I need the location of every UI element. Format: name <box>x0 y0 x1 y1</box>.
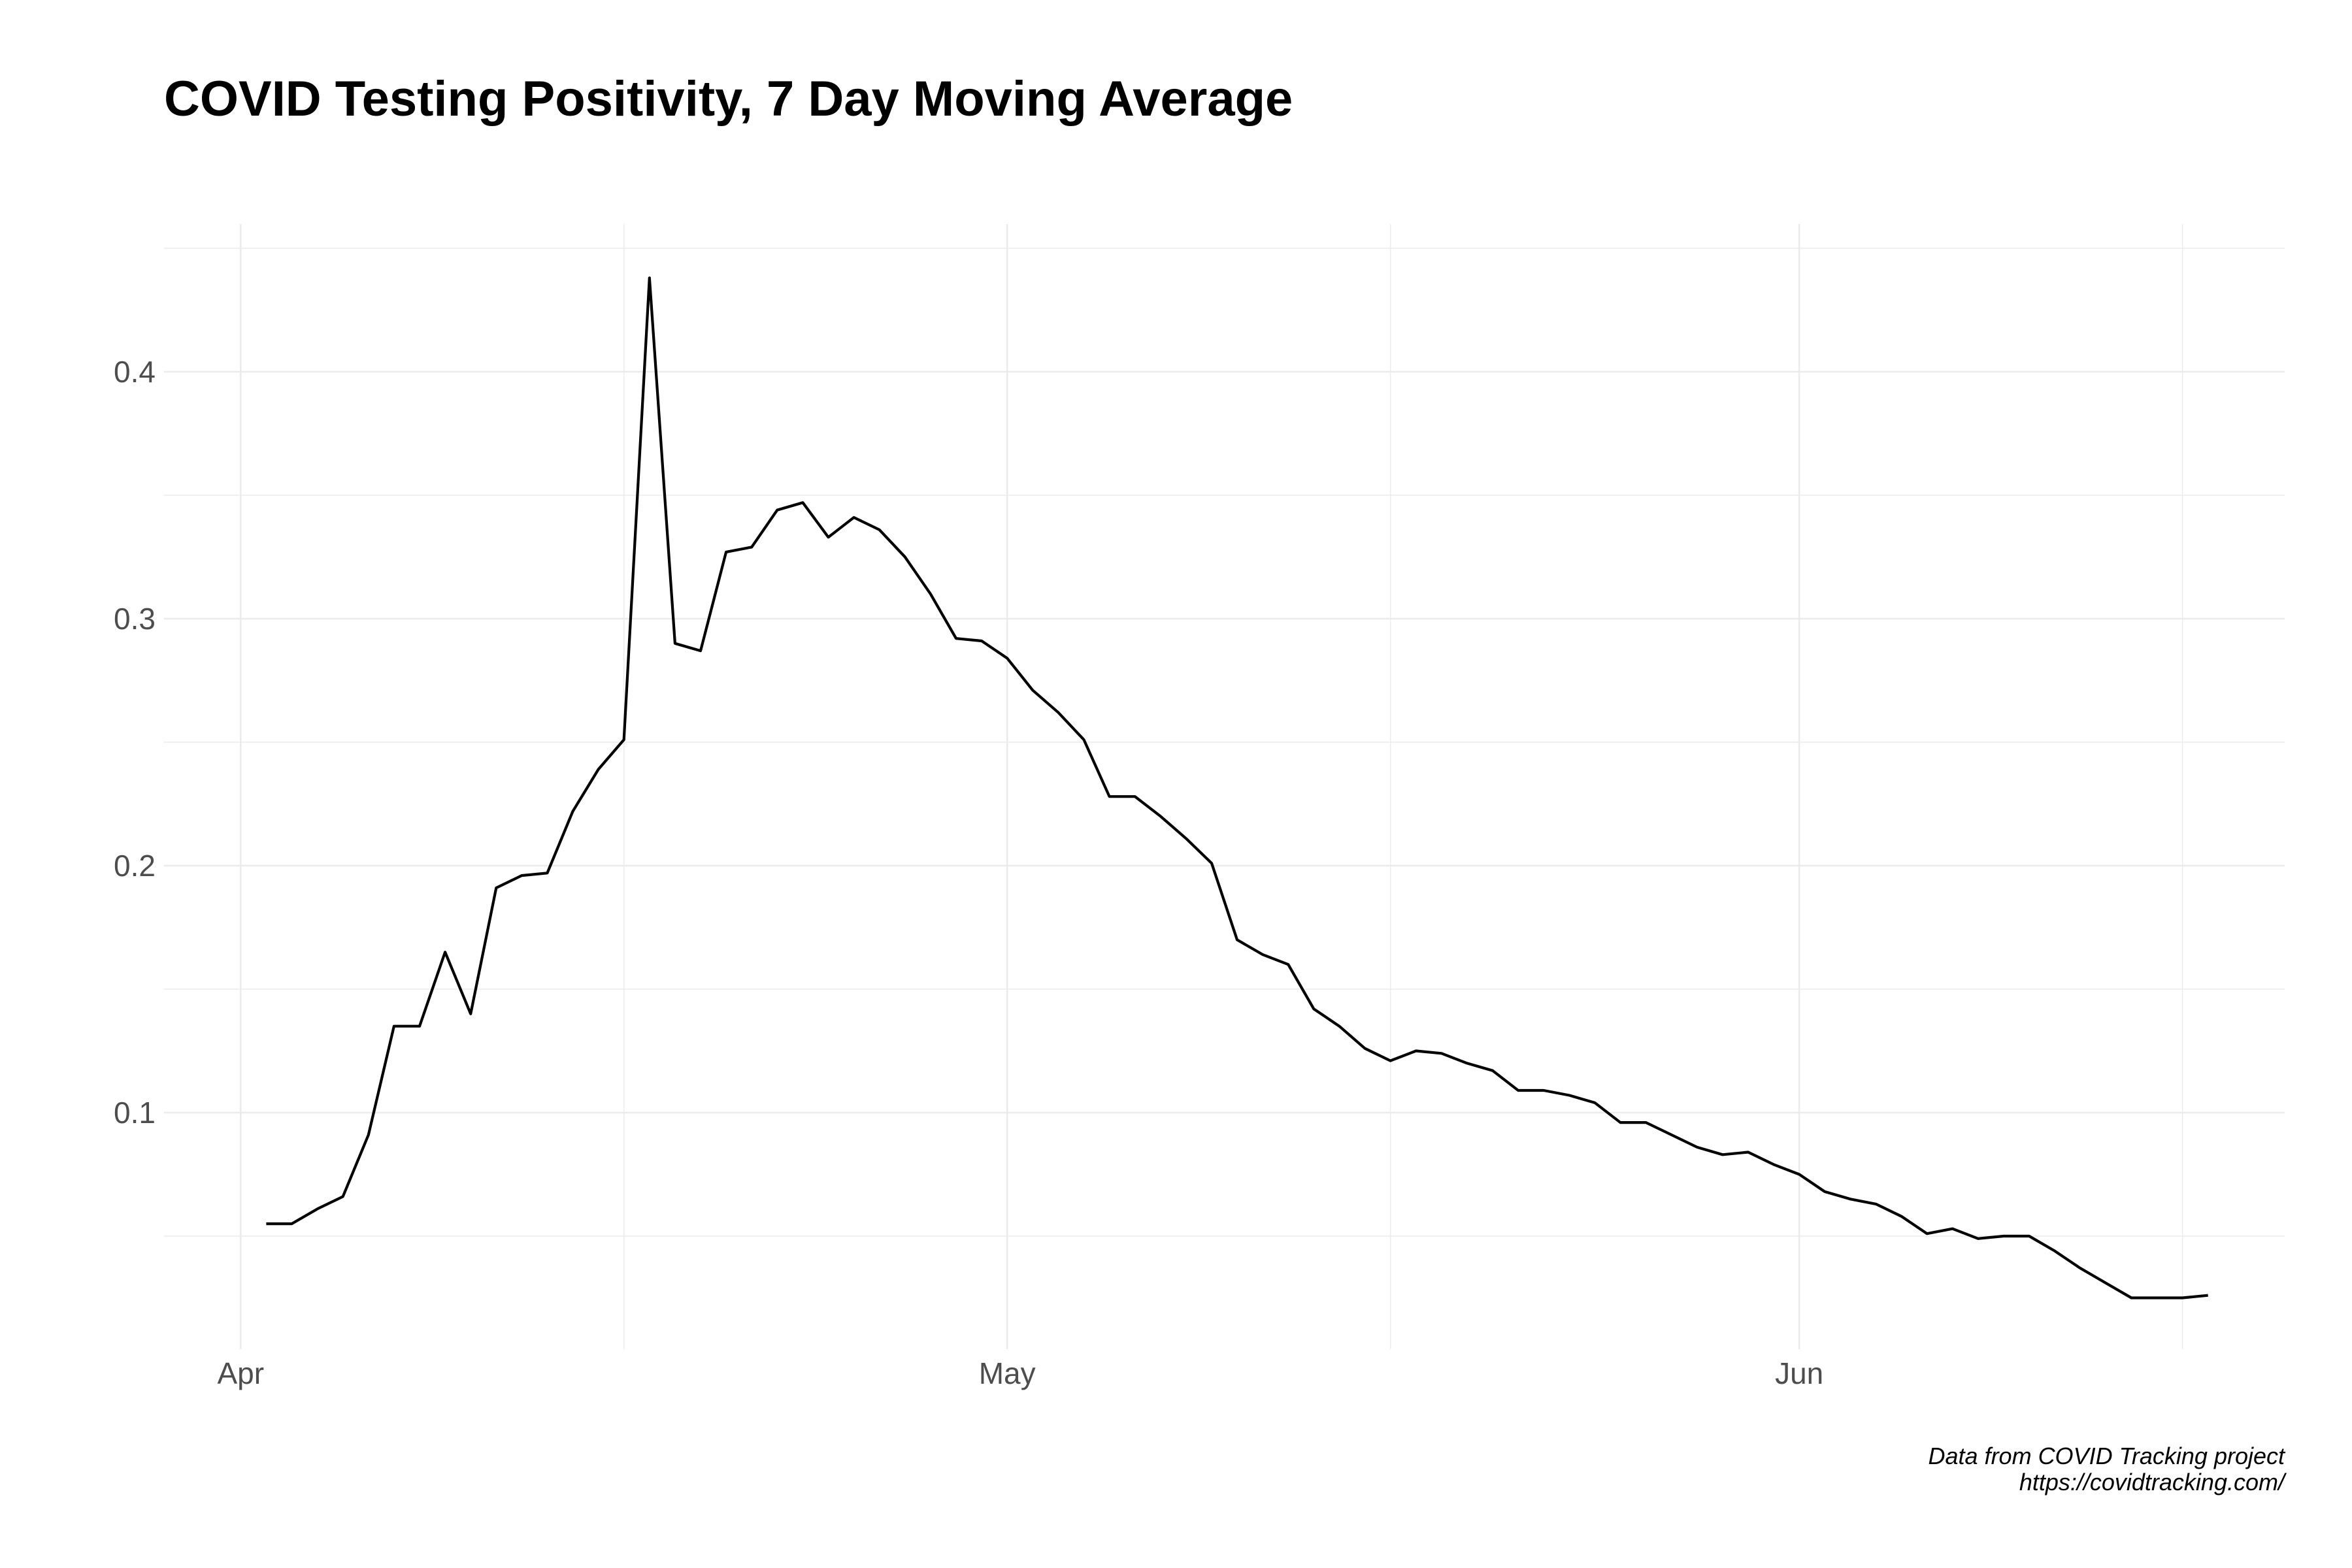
y-tick-label: 0.4 <box>114 355 156 389</box>
x-tick-label: Apr <box>217 1356 264 1390</box>
chart-title: COVID Testing Positivity, 7 Day Moving A… <box>164 71 1293 127</box>
series-layer <box>266 276 2208 1299</box>
x-tick-label: Jun <box>1775 1356 1823 1390</box>
y-tick-label: 0.1 <box>114 1096 156 1130</box>
axis-tick-labels: 0.1 0.2 0.3 0.4 Apr May Jun <box>114 355 1823 1390</box>
caption-url: https://covidtracking.com/ <box>2019 1469 2287 1495</box>
series-line <box>266 276 2208 1299</box>
caption-source: Data from COVID Tracking project <box>1929 1443 2286 1469</box>
y-tick-label: 0.2 <box>114 849 156 883</box>
y-tick-label: 0.3 <box>114 602 156 636</box>
x-tick-label: May <box>979 1356 1036 1390</box>
grid <box>164 224 2285 1349</box>
